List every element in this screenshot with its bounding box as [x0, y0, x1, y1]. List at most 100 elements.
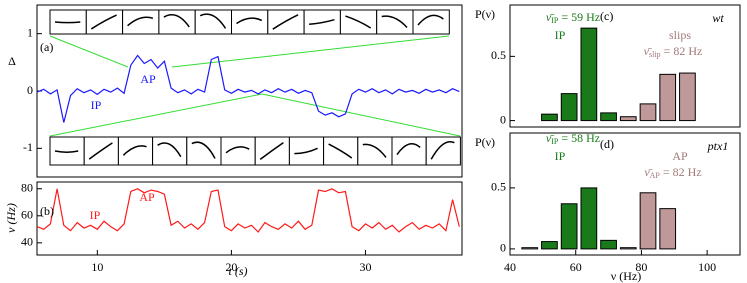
thumbnails — [49, 9, 461, 166]
mean-value: = 82 Hz — [661, 44, 703, 58]
thumbnail-shape — [272, 14, 299, 30]
plot-frame — [509, 132, 741, 256]
mean-value: = 58 Hz — [558, 131, 600, 145]
thumbnail-shape — [417, 14, 444, 26]
thumbnail — [186, 136, 222, 166]
x-tick-label: 80 — [635, 260, 647, 274]
thumbnail — [152, 136, 188, 166]
series-label: IP — [555, 149, 566, 163]
y-tick-label: 60 — [21, 208, 33, 222]
mean-subscript: slip — [649, 50, 661, 59]
thumbnail-shape — [430, 141, 455, 160]
mean-subscript: AP — [650, 171, 661, 180]
y-tick-label: -1 — [23, 140, 33, 154]
y-tick-label: 40 — [21, 235, 33, 249]
thumbnail-shape — [236, 17, 263, 25]
bar — [560, 93, 578, 122]
trace — [36, 54, 460, 123]
x-tick-label: 60 — [570, 260, 582, 274]
bar — [619, 247, 637, 250]
series-label: IP — [555, 28, 566, 42]
y-tick-label: 80 — [21, 181, 33, 195]
mean-label: ν̄IP = 58 Hz — [546, 131, 600, 146]
x-axis-label: t (s) — [229, 264, 248, 278]
plot-frame — [36, 181, 463, 256]
thumbnail-shape — [225, 146, 250, 154]
thumbnail-shape — [199, 13, 227, 29]
strain-label: ptx1 — [707, 139, 729, 153]
thumbnail — [288, 136, 325, 166]
thumbnail-shape — [122, 145, 147, 156]
x-tick-label: 30 — [359, 260, 371, 274]
y-tick-label: 0 — [500, 112, 506, 126]
thumbnail — [412, 9, 450, 35]
bar — [521, 247, 539, 250]
y-axis-label: P(ν) — [475, 7, 495, 21]
y-axis-label: Δ — [8, 54, 16, 68]
thumbnail — [85, 9, 124, 35]
x-tick-label: 100 — [698, 260, 716, 274]
zoom-line — [171, 35, 450, 68]
bar — [580, 27, 598, 122]
panel-label: (b) — [40, 204, 54, 218]
thumbnail — [49, 136, 85, 166]
mean-symbol: ν̄ — [644, 165, 652, 179]
plot-frame — [509, 4, 741, 128]
thumbnail-shape — [157, 142, 182, 158]
thumbnail-shape — [362, 143, 387, 158]
panel-label: (a) — [40, 40, 53, 54]
y-tick-label: 0.5 — [491, 48, 506, 62]
y-tick-label: 0.5 — [491, 180, 506, 194]
trace — [36, 188, 460, 233]
thumbnail — [117, 136, 154, 166]
thumbnail — [425, 136, 461, 166]
bar — [580, 187, 598, 250]
thumbnail — [357, 136, 393, 166]
thumbnail-shape — [328, 143, 353, 159]
thumbnail-shape — [127, 16, 154, 27]
thumbnail-shape — [90, 14, 117, 30]
thumbnail-shape — [309, 18, 335, 26]
mean-subscript: IP — [551, 16, 559, 25]
bar — [560, 203, 578, 250]
mean-label: ν̄IP = 59 Hz — [546, 10, 600, 25]
zoom-line — [49, 93, 263, 137]
x-tick-label: 10 — [91, 260, 103, 274]
strain-label: wt — [712, 11, 724, 25]
thumbnail-shape — [345, 15, 372, 29]
x-axis-label: ν (Hz) — [611, 269, 641, 283]
bar — [659, 208, 677, 250]
annotation: IP — [90, 208, 101, 222]
bar — [600, 239, 617, 250]
panel-label: (d) — [600, 137, 614, 151]
thumbnail-shape — [294, 147, 318, 155]
annotation: AP — [139, 190, 155, 204]
thumbnail — [83, 136, 119, 166]
mean-symbol: ν̄ — [546, 131, 554, 145]
x-tick-label: 40 — [504, 260, 516, 274]
bar — [619, 116, 637, 122]
mean-label: ν̄slip = 82 Hz — [644, 44, 703, 59]
bar — [600, 112, 617, 122]
thumbnail — [231, 9, 269, 35]
thumbnail-shape — [396, 142, 421, 155]
bar — [639, 192, 657, 250]
thumbnail — [391, 136, 427, 166]
thumbnail — [158, 9, 196, 35]
thumbnail-shape — [163, 14, 190, 28]
bar — [541, 113, 558, 122]
thumbnail-shape — [191, 141, 216, 159]
thumbnail-shape — [88, 142, 113, 160]
y-axis-label: P(ν) — [475, 135, 495, 149]
thumbnail-shape — [259, 141, 284, 160]
bar — [679, 72, 696, 122]
y-tick-label: 0 — [500, 241, 506, 255]
zoom-line — [49, 35, 129, 68]
series-label: slips — [669, 28, 691, 42]
mean-symbol: ν̄ — [546, 10, 554, 24]
thumbnail — [220, 136, 256, 166]
x-tick-label: 20 — [225, 260, 237, 274]
zoom-line — [261, 93, 461, 137]
mean-value: = 82 Hz — [660, 165, 702, 179]
thumbnail — [376, 9, 414, 35]
